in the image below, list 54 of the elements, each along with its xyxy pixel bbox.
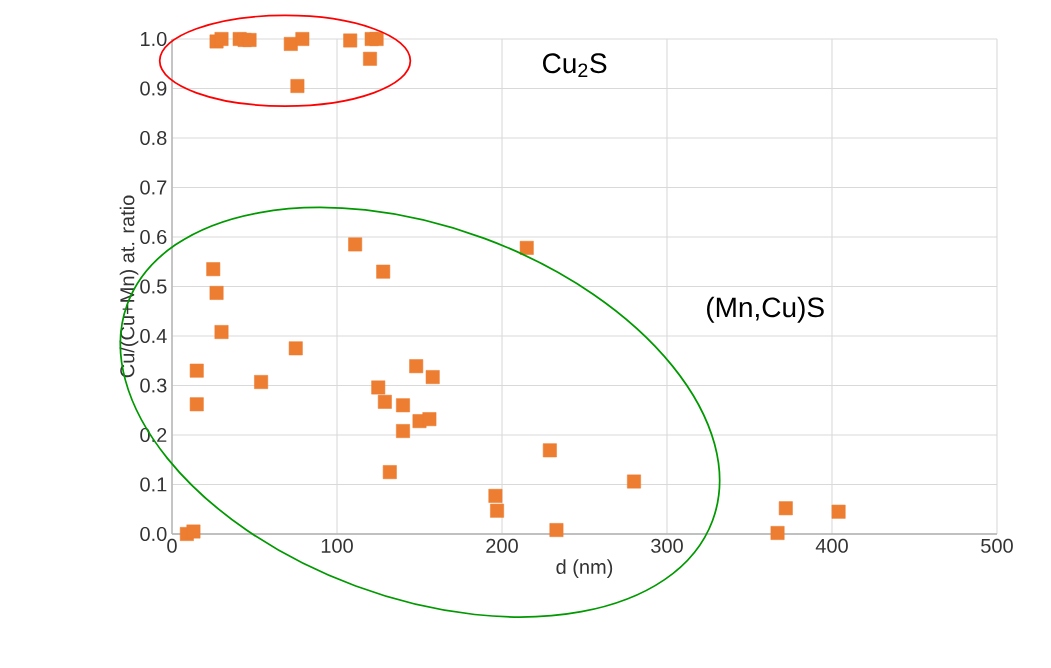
point bbox=[348, 237, 363, 252]
point bbox=[422, 412, 437, 427]
x-tick-label: 500 bbox=[981, 538, 1013, 553]
point bbox=[242, 33, 257, 47]
point bbox=[206, 262, 221, 277]
point bbox=[214, 325, 229, 339]
y-tick-label: 0.0 bbox=[140, 526, 167, 542]
point bbox=[295, 32, 310, 46]
point bbox=[396, 398, 410, 413]
x-tick-label: 400 bbox=[815, 538, 848, 553]
point bbox=[396, 424, 410, 438]
point bbox=[831, 504, 846, 519]
point bbox=[363, 51, 377, 66]
y-tick-label: 0.5 bbox=[140, 279, 167, 294]
point bbox=[542, 443, 557, 458]
x-tick-label: 300 bbox=[651, 538, 683, 553]
x-tick-label: 100 bbox=[321, 538, 353, 553]
point bbox=[371, 380, 386, 395]
point bbox=[519, 240, 534, 255]
point bbox=[377, 394, 392, 409]
y-tick-label: 0.4 bbox=[140, 328, 167, 344]
y-tick-label: 1.0 bbox=[141, 31, 167, 47]
x-tick-label: 0 bbox=[167, 538, 177, 553]
point bbox=[369, 32, 384, 46]
point bbox=[189, 363, 204, 378]
point bbox=[288, 341, 303, 356]
point bbox=[290, 79, 305, 93]
y-tick-label: 0.9 bbox=[140, 81, 167, 96]
x-tick-label: 200 bbox=[486, 538, 518, 553]
point bbox=[343, 33, 358, 48]
y-tick-label: 0.3 bbox=[140, 378, 167, 393]
point bbox=[186, 524, 201, 539]
point bbox=[425, 370, 440, 385]
y-tick-label: 0.1 bbox=[140, 477, 167, 492]
point bbox=[627, 474, 641, 489]
y-axis-title: Cu/(Cu+Mn) at. ratio bbox=[119, 195, 139, 378]
y-tick-label: 0.6 bbox=[140, 229, 167, 245]
point bbox=[189, 397, 204, 412]
point bbox=[209, 285, 224, 300]
y-tick-label: 0.8 bbox=[140, 130, 167, 146]
point bbox=[254, 375, 269, 389]
point bbox=[409, 359, 424, 374]
point bbox=[549, 523, 564, 537]
x-axis-title: d (nm) bbox=[556, 559, 613, 578]
point bbox=[770, 526, 785, 540]
annotation: (Mn,Cu)S bbox=[707, 296, 824, 323]
point bbox=[490, 503, 504, 518]
point bbox=[382, 465, 397, 480]
point bbox=[214, 32, 229, 46]
point bbox=[778, 501, 793, 516]
point bbox=[376, 264, 391, 279]
point bbox=[488, 488, 503, 503]
y-tick-label: 0.7 bbox=[140, 180, 167, 195]
annotation: Cu$_{2}$S bbox=[543, 53, 607, 78]
